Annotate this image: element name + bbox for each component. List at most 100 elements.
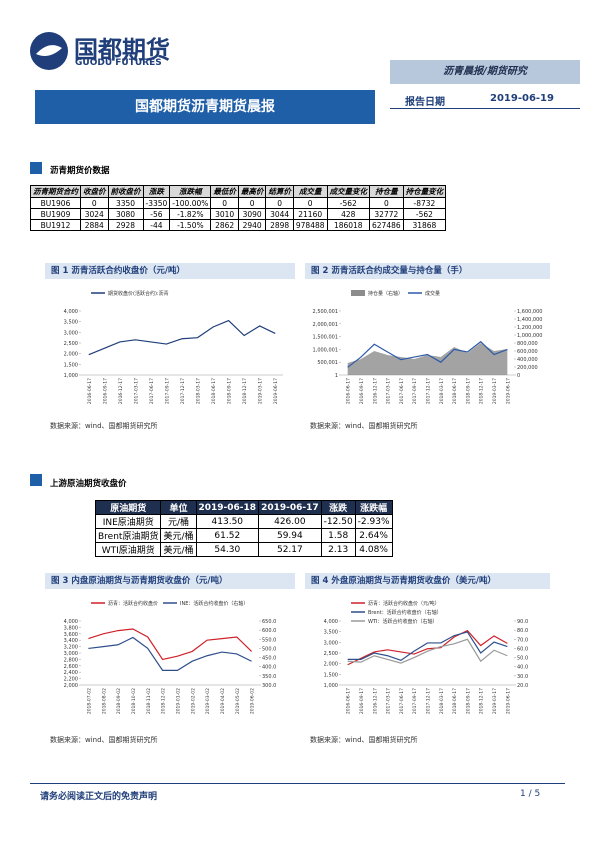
x-tick-label: 2018-06-17 — [452, 688, 458, 714]
cell: -3350 — [142, 197, 171, 209]
x-tick-label: 2016-09-17 — [359, 688, 365, 714]
row: BU1912 2884 2928 -44 -1.50% 2862 2940 2898 97848… — [30, 219, 447, 231]
x-tick-label: 2017-06-17 — [399, 378, 405, 404]
x-tick-label: 2019-06-17 — [505, 378, 511, 404]
x-tick-label: 2018-06-17 — [452, 378, 458, 404]
x-tick-label: 2018-03-17 — [439, 688, 445, 714]
header-cell: 沥青期货合约 — [30, 185, 81, 198]
x-tick-label: 2017-06-17 — [149, 378, 155, 404]
header-cell: 持仓量 — [369, 185, 404, 198]
x-tick-label: 2018-09-17 — [465, 378, 471, 404]
header-cell: 单位 — [160, 500, 197, 515]
y2-tick-label: 80.0 — [517, 628, 528, 634]
cell: -56 — [142, 208, 171, 220]
y2-tick-label: 800,000 — [517, 341, 538, 347]
table: 沥青期货合约 收盘价 前收盘价 涨跌 涨跌幅 最低价 最高价 结算价 成交量 成交量变化 持仓量 持仓… — [30, 185, 447, 231]
y2-tick-label: 40.0 — [517, 665, 528, 671]
figure-caption: 图 4 外盘原油期货与沥青期货收盘价（美元/吨） — [305, 573, 550, 589]
figure-caption: 图 1 沥青活跃合约收盘价（元/吨） — [45, 263, 295, 279]
logo-en: GUODU FUTURES — [75, 58, 162, 68]
cell: BU1912 — [30, 219, 81, 231]
section-title: 上游原油期货收盘价 — [50, 479, 127, 489]
header-cell: 涨跌 — [320, 500, 356, 515]
cell: 32772 — [369, 208, 404, 220]
header-row: 原油期货 单位 2019-06-18 2019-06-17 涨跌 涨跌幅 — [94, 500, 393, 515]
x-tick-label: 2018-10-02 — [131, 688, 137, 714]
cell: -8732 — [402, 197, 447, 209]
cell: INE原油期货 — [94, 514, 162, 529]
chart: 持仓量（右轴） 成交量 1 500,001 1,000,001 1,500,001 2,00… — [313, 290, 542, 404]
y-tick-label: 2,500,001 — [313, 309, 338, 315]
cell: 1.58 — [320, 528, 356, 543]
x-tick-label: 2016-09-17 — [102, 378, 108, 404]
y-tick-label: 500,001 — [317, 360, 338, 366]
header-cell: 原油期货 — [94, 500, 162, 515]
x-tick-label: 2017-06-17 — [399, 688, 405, 714]
source: 数据来源：wind、国都期货研究所 — [310, 422, 418, 430]
section-icon — [30, 162, 42, 174]
y-tick-label: 1,500 — [64, 362, 78, 368]
x-tick-label: 2018-12-17 — [479, 688, 485, 714]
cell: 0 — [237, 197, 267, 209]
section-title: 沥青期货价数据 — [50, 166, 110, 176]
line — [347, 629, 508, 666]
x-tick-label: 2017-03-17 — [386, 378, 392, 404]
disclaimer: 请务必阅读正文后的免责声明 — [40, 792, 158, 802]
legend-label: 持仓量（右轴） — [368, 290, 403, 297]
cell: 627486 — [369, 219, 404, 231]
x-tick-label: 2019-06-17 — [273, 378, 279, 404]
line — [347, 340, 508, 368]
legend-label: WTI：活跃合约收盘价（右轴） — [368, 618, 437, 625]
x-tick-label: 2019-01-02 — [175, 688, 181, 714]
x-tick-label: 2016-09-17 — [359, 378, 365, 404]
y-tick-label: 1,000 — [64, 373, 78, 379]
header-cell: 最低价 — [210, 185, 239, 198]
y-tick-label: 4,000 — [64, 309, 78, 315]
cell: 3044 — [265, 208, 294, 220]
header-cell: 2019-06-18 — [195, 500, 260, 515]
y-tick-label: 3,500 — [64, 320, 78, 326]
x-tick-label: 2018-09-17 — [227, 378, 233, 404]
x-tick-label: 2019-06-02 — [250, 688, 256, 714]
line — [347, 631, 508, 661]
x-tick-label: 2017-09-17 — [164, 378, 170, 404]
cell: 2884 — [80, 219, 109, 231]
y-tick-label: 3,000 — [64, 651, 78, 657]
header-cell: 收盘价 — [80, 185, 109, 198]
y-tick-label: 2,400 — [64, 670, 78, 676]
cell: 0 — [369, 197, 404, 209]
cell: -1.82% — [169, 208, 212, 220]
x-tick-label: 2018-09-17 — [465, 688, 471, 714]
x-tick-label: 2016-06-17 — [346, 378, 352, 404]
x-tick-label: 2018-12-17 — [242, 378, 248, 404]
cell: 美元/桶 — [160, 542, 197, 557]
cell: -100.00% — [169, 197, 212, 209]
header-cell: 最高价 — [237, 185, 267, 198]
y2-tick-label: 30.0 — [517, 674, 528, 680]
x-tick-label: 2016-06-17 — [346, 688, 352, 714]
y2-tick-label: 0 — [517, 373, 520, 379]
row: BU1906 0 3350 -3350 -100.00% 0 0 0 0 -562 0 -8732 — [30, 197, 447, 209]
cell: 428 — [326, 208, 371, 220]
y2-tick-label: 200,000 — [517, 365, 538, 371]
x-tick-label: 2018-03-17 — [196, 378, 202, 404]
cell: 3090 — [237, 208, 267, 220]
y2-tick-label: 650.0 — [262, 619, 276, 625]
x-tick-label: 2018-12-02 — [161, 688, 167, 714]
cell: -12.50 — [320, 514, 356, 529]
x-tick-label: 2019-03-02 — [205, 688, 211, 714]
y-tick-label: 1,000 — [324, 683, 338, 689]
x-tick-label: 2018-03-17 — [439, 378, 445, 404]
y2-tick-label: 450.0 — [262, 656, 276, 662]
y-tick-label: 2,500 — [324, 651, 338, 657]
cell: Brent原油期货 — [94, 528, 162, 543]
cell: 3080 — [107, 208, 144, 220]
date-rule — [390, 108, 580, 109]
cell: 美元/桶 — [160, 528, 197, 543]
y2-tick-label: 550.0 — [262, 637, 276, 643]
cell: 31868 — [402, 219, 447, 231]
y-tick-label: 4,000 — [324, 619, 338, 625]
x-tick-label: 2018-12-17 — [479, 378, 485, 404]
y-tick-label: 1,500,001 — [313, 335, 338, 341]
